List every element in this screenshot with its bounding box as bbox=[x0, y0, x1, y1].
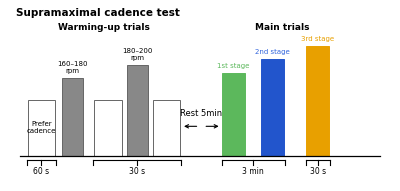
Text: 1st stage: 1st stage bbox=[217, 63, 250, 69]
Bar bbox=[94, 100, 122, 156]
Bar bbox=[261, 59, 284, 156]
Bar bbox=[126, 65, 148, 156]
Text: Main trials: Main trials bbox=[255, 23, 310, 32]
Bar bbox=[62, 78, 83, 156]
Text: 180–200
rpm: 180–200 rpm bbox=[122, 48, 152, 61]
Bar bbox=[28, 100, 55, 156]
Text: 2nd stage: 2nd stage bbox=[255, 49, 290, 55]
Bar bbox=[153, 100, 180, 156]
Bar bbox=[306, 46, 329, 156]
Text: 30 s: 30 s bbox=[129, 167, 145, 176]
Text: 160–180
rpm: 160–180 rpm bbox=[57, 61, 88, 74]
Text: 3 min: 3 min bbox=[242, 167, 264, 176]
Text: Rest 5min: Rest 5min bbox=[180, 109, 222, 118]
Text: 30 s: 30 s bbox=[310, 167, 326, 176]
Text: Prefer
cadence: Prefer cadence bbox=[26, 121, 56, 134]
Text: Supramaximal cadence test: Supramaximal cadence test bbox=[16, 8, 180, 18]
Text: 60 s: 60 s bbox=[33, 167, 50, 176]
Text: 3rd stage: 3rd stage bbox=[301, 36, 334, 42]
Text: Warming-up trials: Warming-up trials bbox=[58, 23, 150, 32]
Bar bbox=[222, 73, 245, 156]
